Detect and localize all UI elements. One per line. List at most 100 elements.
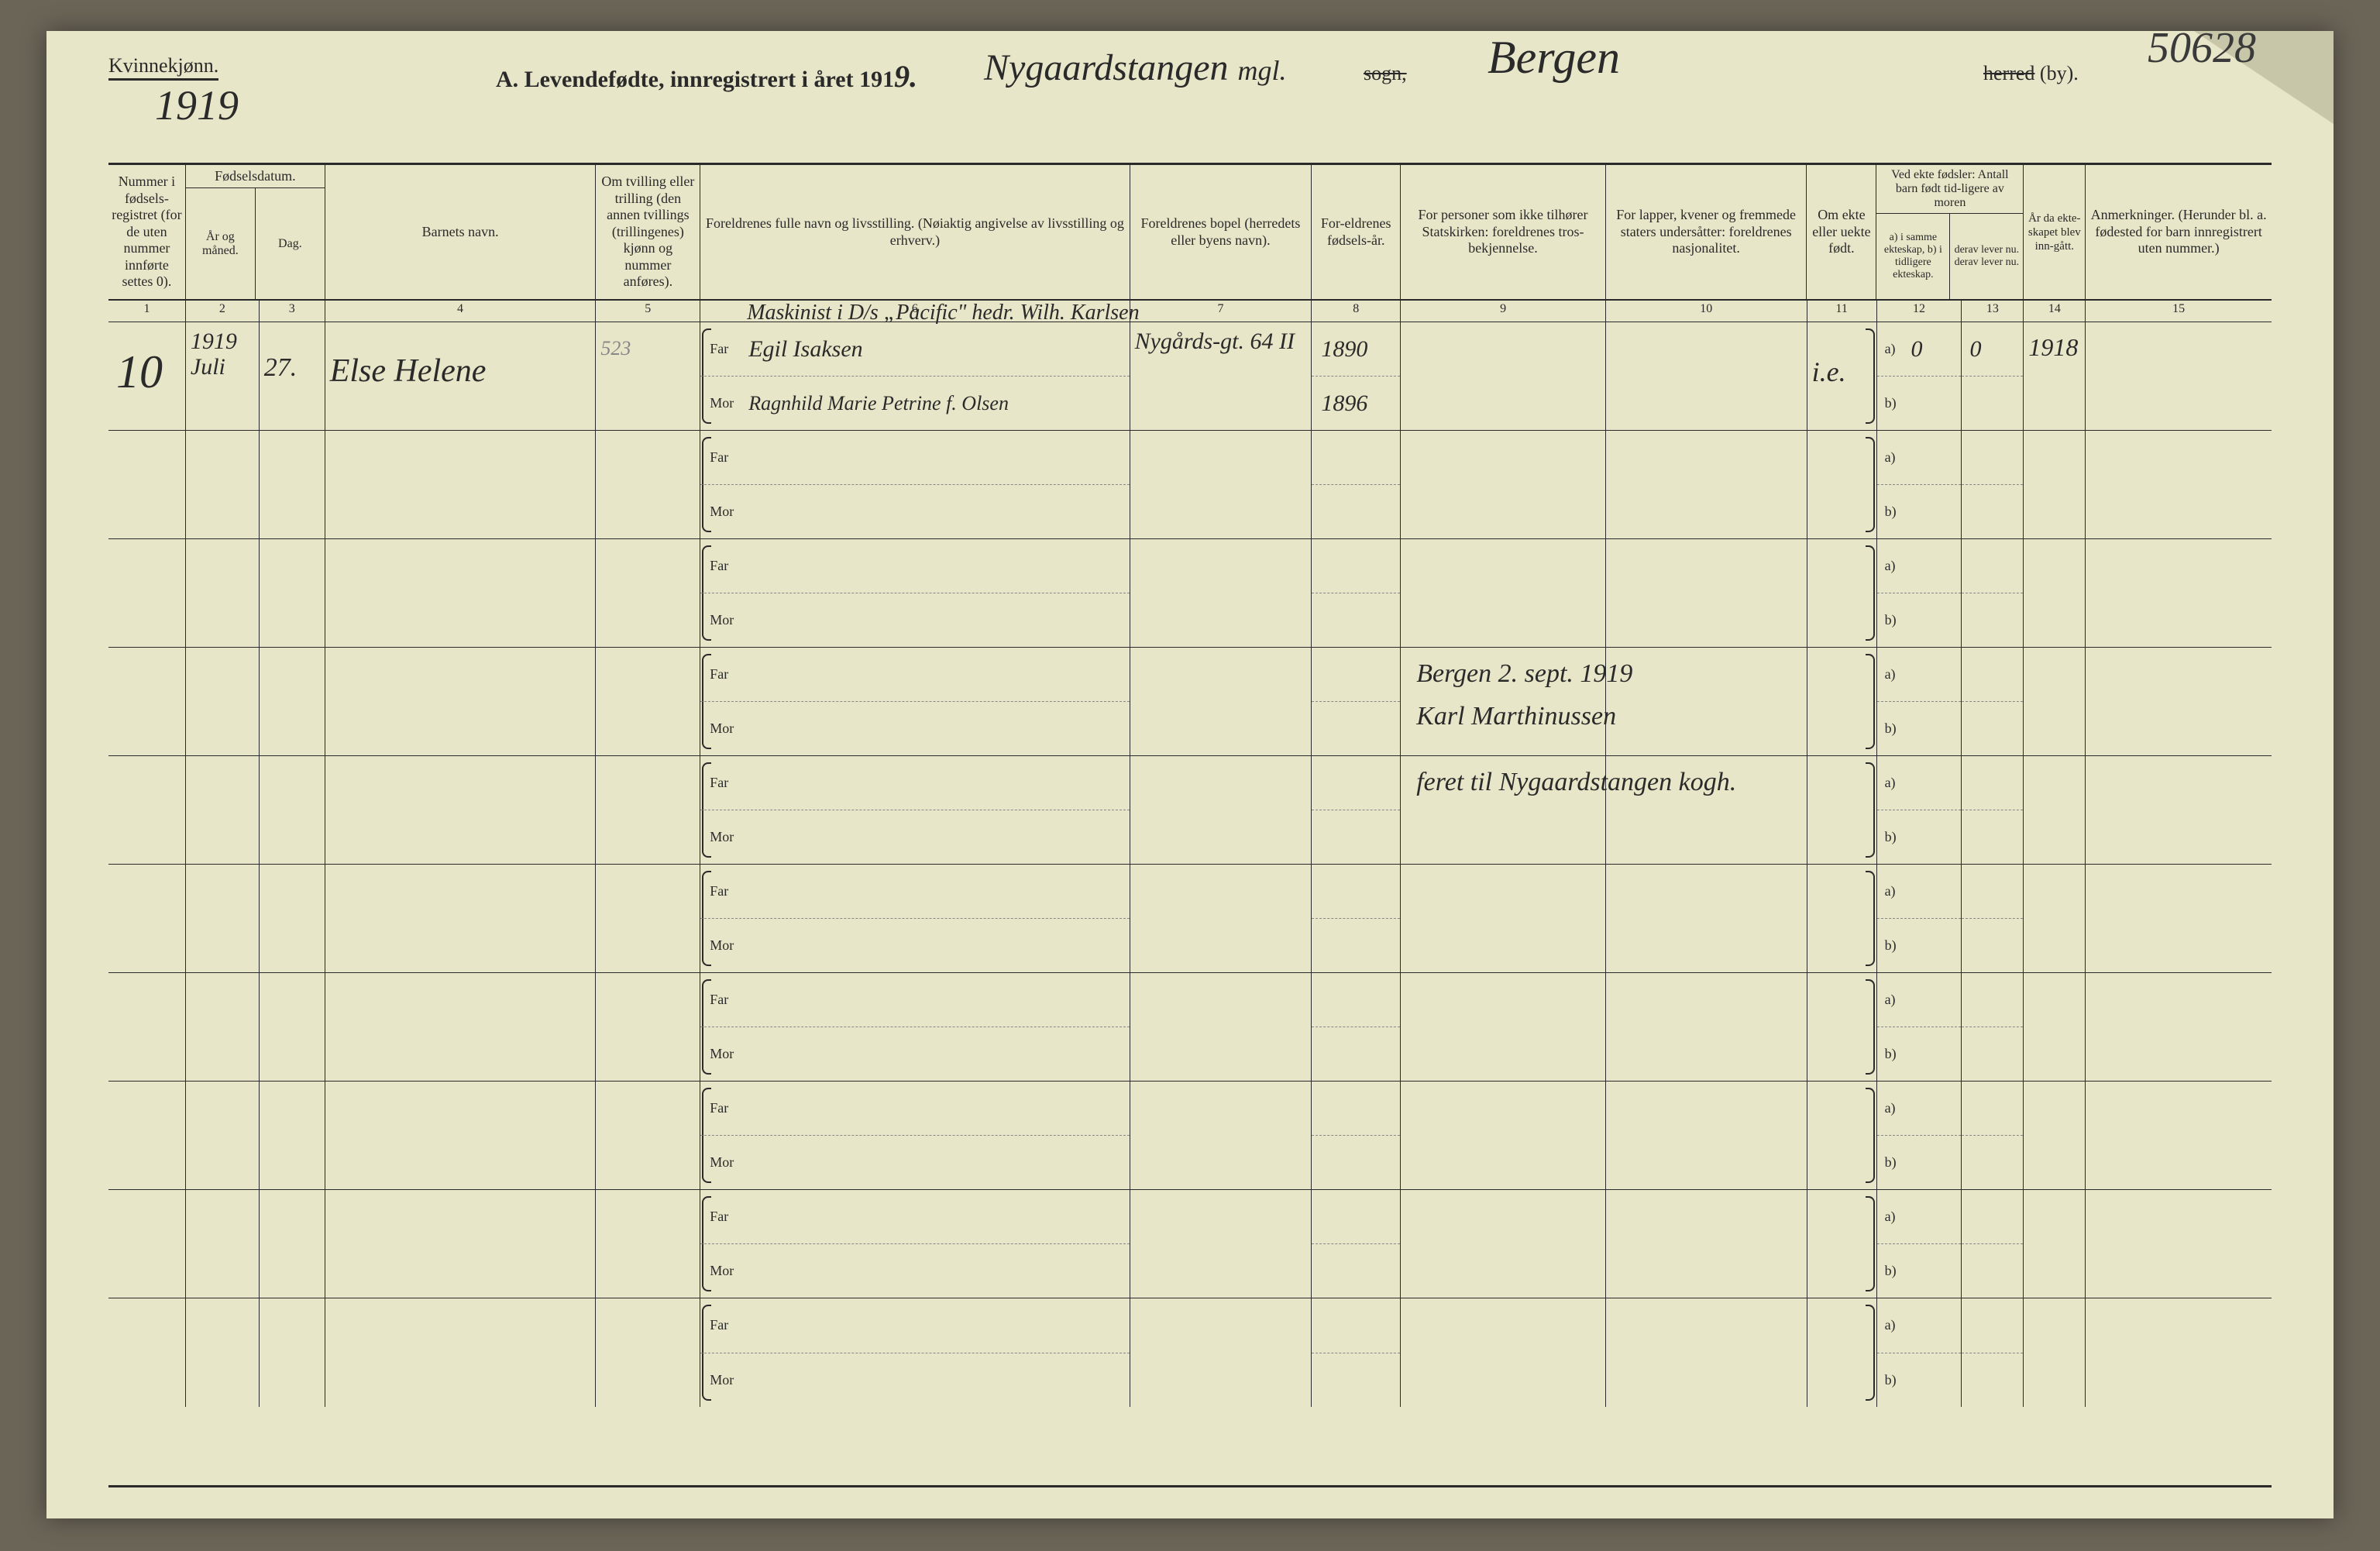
cell-nationality: [1606, 431, 1807, 538]
year-handwritten: 1919: [155, 81, 239, 129]
cell-marriage-year: 1918: [2024, 322, 2086, 430]
cell-day: [260, 973, 325, 1081]
col-header-11: Om ekte eller uekte født.: [1807, 165, 1876, 299]
cell-birth-years: [1312, 1190, 1401, 1298]
cell-twin: [596, 1082, 700, 1189]
cell-legitimate: [1807, 1190, 1877, 1298]
cell-residence: [1130, 973, 1312, 1081]
colnum: 9: [1401, 301, 1606, 322]
cell-entry-number: [108, 648, 186, 755]
cell-twin: [596, 1190, 700, 1298]
cell-living: [1962, 973, 2024, 1081]
colnum: 8: [1312, 301, 1401, 322]
cell-child-name: [325, 1298, 597, 1407]
cell-twin: [596, 756, 700, 864]
cell-residence: [1130, 1298, 1312, 1407]
table-row: 101919 Juli27.Else Helene523FarEgil Isak…: [108, 322, 2272, 431]
cell-nationality: [1606, 756, 1807, 864]
cell-parents: FarEgil IsaksenMorRagnhild Marie Petrine…: [700, 322, 1130, 430]
cell-entry-number: [108, 1082, 186, 1189]
col-header-2-top: Fødselsdatum.: [186, 165, 325, 188]
table-row: FarMora)b): [108, 1190, 2272, 1298]
cell-year-month: [186, 973, 260, 1081]
cell-remarks: [2086, 539, 2272, 647]
cell-prior-children: a)b): [1877, 973, 1962, 1081]
table-row: FarMora)b): [108, 865, 2272, 973]
cell-nationality: [1606, 322, 1807, 430]
col-header-14: År da ekte-skapet blev inn-gått.: [2024, 165, 2086, 299]
cell-birth-years: [1312, 756, 1401, 864]
cell-child-name: [325, 1082, 597, 1189]
table-body: 101919 Juli27.Else Helene523FarEgil Isak…: [108, 322, 2272, 1407]
table-row: FarMora)b): [108, 973, 2272, 1082]
cell-legitimate: [1807, 865, 1877, 972]
cell-religion: [1401, 1298, 1606, 1407]
cell-prior-children: a)b): [1877, 431, 1962, 538]
cell-nationality: [1606, 865, 1807, 972]
cell-twin: [596, 973, 700, 1081]
colnum: 15: [2086, 301, 2272, 322]
cell-remarks: [2086, 865, 2272, 972]
col-header-1: Nummer i fødsels-registret (for de uten …: [108, 165, 186, 299]
cell-residence: [1130, 431, 1312, 538]
col-header-12: a) i samme ekteskap, b) i tidligere ekte…: [1876, 214, 1950, 299]
cell-living: [1962, 865, 2024, 972]
colnum: 1: [108, 301, 186, 322]
cell-residence: [1130, 539, 1312, 647]
cell-marriage-year: [2024, 973, 2086, 1081]
cell-nationality: [1606, 1190, 1807, 1298]
cell-entry-number: [108, 539, 186, 647]
colnum: 14: [2024, 301, 2086, 322]
colnum: 3: [260, 301, 325, 322]
colnum: 12: [1877, 301, 1962, 322]
cell-entry-number: [108, 756, 186, 864]
cell-entry-number: [108, 865, 186, 972]
cell-entry-number: [108, 431, 186, 538]
cell-day: [260, 648, 325, 755]
table-row: FarMor a)b): [108, 431, 2272, 539]
cell-residence: [1130, 1190, 1312, 1298]
colnum: 7: [1130, 301, 1312, 322]
cell-marriage-year: [2024, 539, 2086, 647]
cell-day: [260, 756, 325, 864]
cell-remarks: [2086, 1082, 2272, 1189]
cell-parents: FarMor: [700, 1190, 1130, 1298]
cell-religion: Bergen 2. sept. 1919Karl Marthinussen: [1401, 648, 1606, 755]
cell-marriage-year: [2024, 1190, 2086, 1298]
cell-marriage-year: [2024, 1082, 2086, 1189]
cell-parents: FarMor: [700, 539, 1130, 647]
col-header-7: Foreldrenes bopel (herredets eller byens…: [1130, 165, 1312, 299]
cell-residence: [1130, 756, 1312, 864]
cell-day: [260, 1298, 325, 1407]
cell-parents: FarMor: [700, 431, 1130, 538]
cell-prior-children: a)0b): [1877, 322, 1962, 430]
cell-parents: FarMor: [700, 648, 1130, 755]
ledger-page: 50628 Kvinnekjønn. 1919 A. Levendefødte,…: [46, 31, 2334, 1518]
cell-day: [260, 1082, 325, 1189]
herred-label: herred (by).: [1983, 62, 2079, 85]
cell-living: [1962, 539, 2024, 647]
cell-year-month: [186, 756, 260, 864]
cell-living: [1962, 756, 2024, 864]
cell-birth-years: [1312, 1082, 1401, 1189]
cell-legitimate: i.e.: [1807, 322, 1877, 430]
col-header-3: Dag.: [256, 188, 325, 299]
cell-entry-number: [108, 1298, 186, 1407]
cell-day: 27.: [260, 322, 325, 430]
colnum: 4: [325, 301, 597, 322]
cell-living: [1962, 648, 2024, 755]
col-header-8: For-eldrenes fødsels-år.: [1312, 165, 1401, 299]
cell-birth-years: [1312, 1298, 1401, 1407]
cell-twin: [596, 1298, 700, 1407]
table-row: FarMora)b): [108, 1298, 2272, 1407]
cell-residence: [1130, 865, 1312, 972]
col-header-6: Foreldrenes fulle navn og livsstilling. …: [700, 165, 1130, 299]
cell-residence: [1130, 1082, 1312, 1189]
table-header: Nummer i fødsels-registret (for de uten …: [108, 165, 2272, 301]
cell-legitimate: [1807, 756, 1877, 864]
cell-twin: [596, 539, 700, 647]
table-row: FarMora)b): [108, 1082, 2272, 1190]
table-row: FarMor Bergen 2. sept. 1919Karl Marthinus…: [108, 648, 2272, 756]
cell-residence: [1130, 648, 1312, 755]
col-header-4: Barnets navn.: [325, 165, 597, 299]
